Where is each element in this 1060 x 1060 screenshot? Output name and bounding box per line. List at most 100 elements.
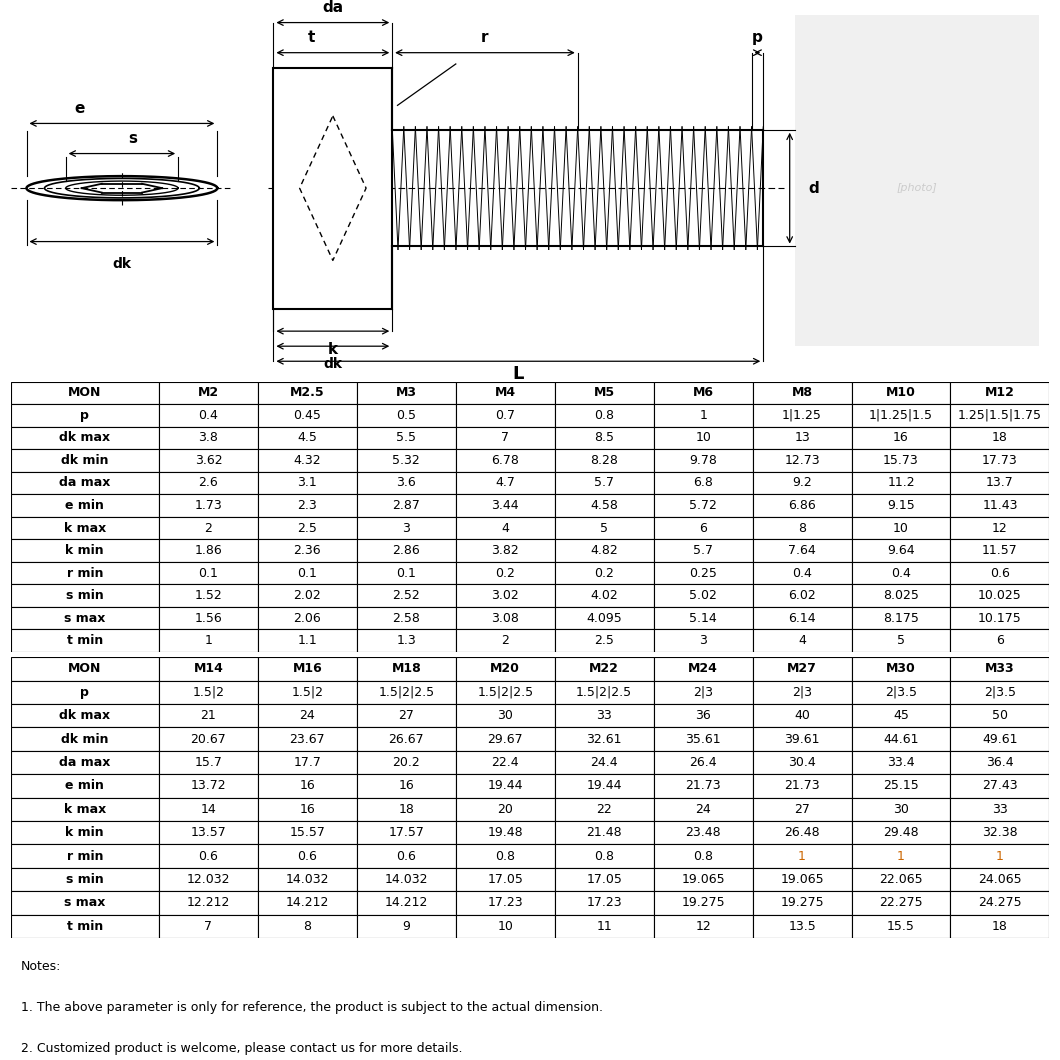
Text: 36: 36 — [695, 709, 711, 722]
Bar — [11, 540, 159, 562]
Text: 10: 10 — [894, 522, 908, 534]
Text: 11.43: 11.43 — [983, 499, 1018, 512]
Bar — [851, 404, 951, 427]
Bar — [456, 472, 554, 494]
Text: da max: da max — [59, 476, 110, 490]
Bar — [654, 472, 753, 494]
Bar — [554, 891, 654, 915]
Bar — [753, 630, 851, 652]
Bar — [456, 915, 554, 938]
Bar — [357, 798, 456, 822]
Text: 8.28: 8.28 — [590, 454, 618, 467]
Text: 1: 1 — [996, 850, 1004, 863]
Bar — [159, 704, 258, 727]
Text: 29.67: 29.67 — [488, 732, 523, 745]
Text: 10: 10 — [695, 431, 711, 444]
Text: r min: r min — [67, 566, 103, 580]
Bar — [357, 449, 456, 472]
Text: 21.48: 21.48 — [586, 826, 622, 840]
Text: dk max: dk max — [59, 709, 110, 722]
Text: M20: M20 — [491, 662, 520, 675]
Text: 33: 33 — [597, 709, 612, 722]
Bar — [554, 822, 654, 845]
Text: 5.7: 5.7 — [595, 476, 614, 490]
Bar — [159, 472, 258, 494]
Text: 36.4: 36.4 — [986, 756, 1013, 770]
Text: 5.5: 5.5 — [396, 431, 417, 444]
Text: t min: t min — [67, 634, 103, 648]
Text: 21.73: 21.73 — [784, 779, 819, 793]
Bar — [554, 630, 654, 652]
Text: 7.64: 7.64 — [789, 544, 816, 558]
Bar — [851, 774, 951, 797]
Text: 19.44: 19.44 — [488, 779, 523, 793]
Text: 17.23: 17.23 — [488, 897, 523, 909]
Bar — [11, 517, 159, 540]
Text: 18: 18 — [992, 920, 1008, 933]
Text: 32.38: 32.38 — [983, 826, 1018, 840]
Bar — [357, 382, 456, 404]
Text: s max: s max — [64, 897, 106, 909]
Text: M2.5: M2.5 — [290, 386, 324, 400]
Bar — [456, 657, 554, 681]
Bar — [851, 822, 951, 845]
Text: dk: dk — [112, 257, 131, 270]
Bar — [258, 472, 357, 494]
Text: M8: M8 — [792, 386, 813, 400]
Bar — [951, 774, 1049, 797]
Text: 0.25: 0.25 — [689, 566, 717, 580]
Text: 12.032: 12.032 — [187, 873, 230, 886]
Text: 2.3: 2.3 — [298, 499, 317, 512]
Text: M33: M33 — [985, 662, 1014, 675]
Text: 14.032: 14.032 — [385, 873, 428, 886]
Bar — [851, 472, 951, 494]
Text: d: d — [809, 180, 819, 196]
Bar — [11, 472, 159, 494]
Text: 7: 7 — [205, 920, 212, 933]
Text: 13.7: 13.7 — [986, 476, 1013, 490]
Bar — [554, 681, 654, 704]
Text: dk: dk — [323, 357, 342, 371]
Text: 29.48: 29.48 — [883, 826, 919, 840]
Text: 15.5: 15.5 — [887, 920, 915, 933]
Bar — [654, 606, 753, 630]
Bar — [951, 845, 1049, 868]
Bar — [654, 891, 753, 915]
Text: 16: 16 — [894, 431, 908, 444]
Bar — [11, 845, 159, 868]
Bar — [456, 774, 554, 797]
Bar — [654, 540, 753, 562]
Text: 2: 2 — [501, 634, 509, 648]
Bar — [159, 774, 258, 797]
Bar — [654, 704, 753, 727]
Bar — [258, 915, 357, 938]
Bar — [851, 494, 951, 517]
Text: 6.78: 6.78 — [492, 454, 519, 467]
Text: 1.5|2|2.5: 1.5|2|2.5 — [577, 686, 632, 699]
Text: 3: 3 — [403, 522, 410, 534]
Text: 6.8: 6.8 — [693, 476, 713, 490]
Text: 0.4: 0.4 — [891, 566, 911, 580]
Text: 5.72: 5.72 — [689, 499, 717, 512]
Text: 10.025: 10.025 — [978, 589, 1022, 602]
Bar — [11, 681, 159, 704]
Text: 30: 30 — [497, 709, 513, 722]
Bar — [654, 494, 753, 517]
Bar — [456, 382, 554, 404]
Bar — [951, 606, 1049, 630]
Text: 2|3: 2|3 — [693, 686, 713, 699]
Bar — [159, 750, 258, 774]
Text: 17.05: 17.05 — [488, 873, 524, 886]
Bar — [554, 915, 654, 938]
Text: 3.44: 3.44 — [492, 499, 519, 512]
Bar — [456, 449, 554, 472]
Bar — [11, 630, 159, 652]
Bar — [357, 681, 456, 704]
Text: 4.58: 4.58 — [590, 499, 618, 512]
Text: 2. Customized product is welcome, please contact us for more details.: 2. Customized product is welcome, please… — [21, 1042, 462, 1055]
Text: 2.36: 2.36 — [294, 544, 321, 558]
Text: s: s — [128, 131, 137, 146]
Text: 17.7: 17.7 — [294, 756, 321, 770]
Bar — [654, 584, 753, 606]
Text: 18: 18 — [399, 802, 414, 816]
